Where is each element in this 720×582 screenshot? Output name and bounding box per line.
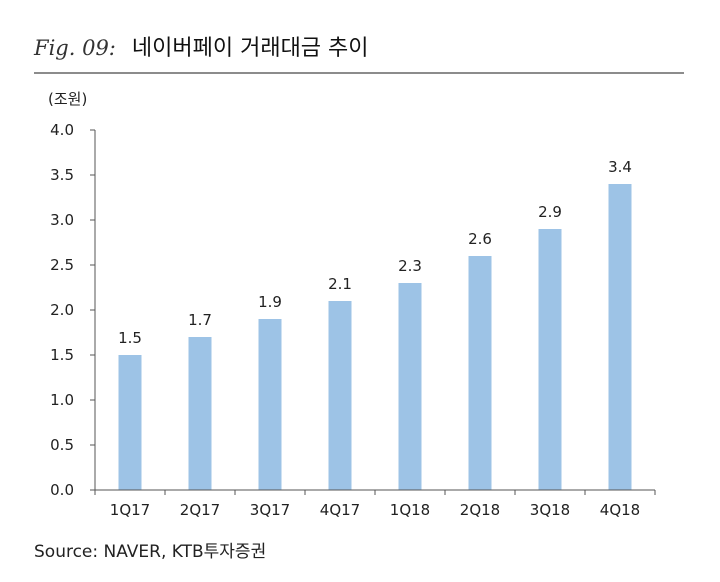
bar-2Q17	[188, 337, 212, 490]
bar-1Q17	[118, 355, 142, 490]
bar-4Q18	[608, 184, 632, 490]
x-tick-label-1Q18: 1Q18	[390, 501, 430, 519]
title-divider	[34, 72, 684, 74]
x-tick-label-4Q18: 4Q18	[600, 501, 640, 519]
bar-chart: (조원) 0.00.51.01.52.02.53.03.54.0 1.51.71…	[48, 90, 656, 519]
bar-4Q17	[328, 301, 352, 490]
x-axis-ticks: 1Q17 2Q17 3Q17 4Q17 1Q18 2Q18 3Q18 4Q18	[94, 490, 656, 519]
bar-3Q18	[538, 229, 562, 490]
figure-title: Fig. 09: 네이버페이 거래대금 추이	[34, 30, 369, 66]
y-tick-label: 1.5	[50, 346, 74, 364]
bar-3Q17	[258, 319, 282, 490]
x-tick-label-3Q18: 3Q18	[530, 501, 570, 519]
data-label-3Q18: 2.9	[538, 203, 562, 221]
y-tick-label: 2.5	[50, 256, 74, 274]
data-label-1Q17: 1.5	[118, 329, 142, 347]
y-tick-label: 3.0	[50, 211, 74, 229]
y-tick-label: 3.5	[50, 166, 74, 184]
y-axis-ticks: 0.0 0.5 1.0 1.5 2.0 2.5 3.0 3.5 4.0	[50, 121, 95, 499]
y-tick-label: 1.0	[50, 391, 74, 409]
y-tick-label: 0.0	[50, 481, 74, 499]
y-tick-label: 2.0	[50, 301, 74, 319]
figure-number: Fig. 09:	[34, 36, 116, 60]
bar-2Q18	[468, 256, 492, 490]
x-tick-label-2Q17: 2Q17	[180, 501, 220, 519]
source-note: Source: NAVER, KTB투자증권	[34, 542, 267, 562]
y-tick-label: 0.5	[50, 436, 74, 454]
data-label-2Q17: 1.7	[188, 311, 212, 329]
chart-title: 네이버페이 거래대금 추이	[131, 36, 369, 61]
x-tick-label-2Q18: 2Q18	[460, 501, 500, 519]
x-tick-label-4Q17: 4Q17	[320, 501, 360, 519]
data-label-4Q18: 3.4	[608, 158, 632, 176]
x-tick-label-1Q17: 1Q17	[110, 501, 150, 519]
data-label-1Q18: 2.3	[398, 257, 422, 275]
data-label-4Q17: 2.1	[328, 275, 352, 293]
bars: 1.5 1.7 1.9 2.1 2.3 2.6 2.9 3.4	[118, 158, 632, 490]
data-label-2Q18: 2.6	[468, 230, 492, 248]
x-tick-label-3Q17: 3Q17	[250, 501, 290, 519]
data-label-3Q17: 1.9	[258, 293, 282, 311]
bar-1Q18	[398, 283, 422, 490]
y-axis-unit-label: (조원)	[48, 90, 87, 108]
y-tick-label: 4.0	[50, 121, 74, 139]
